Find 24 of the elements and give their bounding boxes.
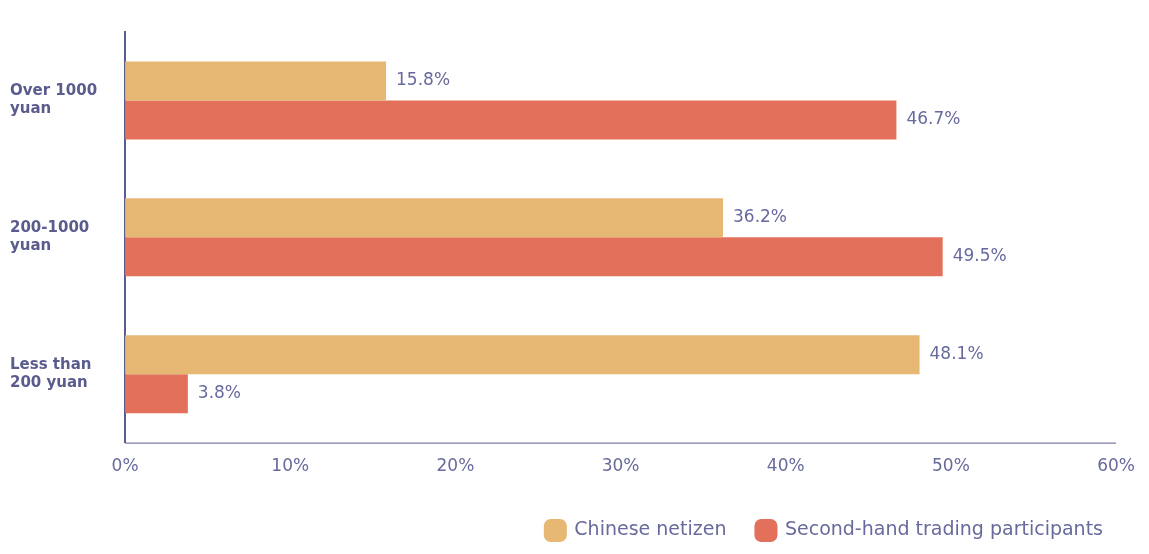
data-label: 3.8% [197,382,242,403]
x-tick-label: 50% [932,455,970,476]
data-label: 15.8% [396,69,451,90]
bar [125,100,897,140]
data-label: 36.2% [733,206,788,227]
bar [125,335,920,375]
y-tick-label: Less than 200 yuan [10,355,92,392]
data-label: 49.5% [952,245,1007,266]
data-label: 48.1% [929,343,984,364]
bar [125,61,387,101]
bar [125,237,943,277]
legend-label: Second-hand trading participants [784,517,1104,540]
x-tick-label: 60% [1097,455,1136,476]
x-tick-label: 10% [271,455,310,476]
x-tick-label: 30% [601,455,640,476]
x-tick-label: 20% [436,455,475,476]
data-label: 46.7% [906,108,961,129]
x-tick-label: 40% [766,455,805,476]
bar [125,198,723,238]
legend-label: Chinese netizen [574,517,727,540]
y-tick-label: 200-1000 yuan [10,218,90,255]
x-tick-label: 0% [111,455,139,476]
bar [125,374,188,414]
y-tick-label: Over 1000 yuan [10,81,98,118]
